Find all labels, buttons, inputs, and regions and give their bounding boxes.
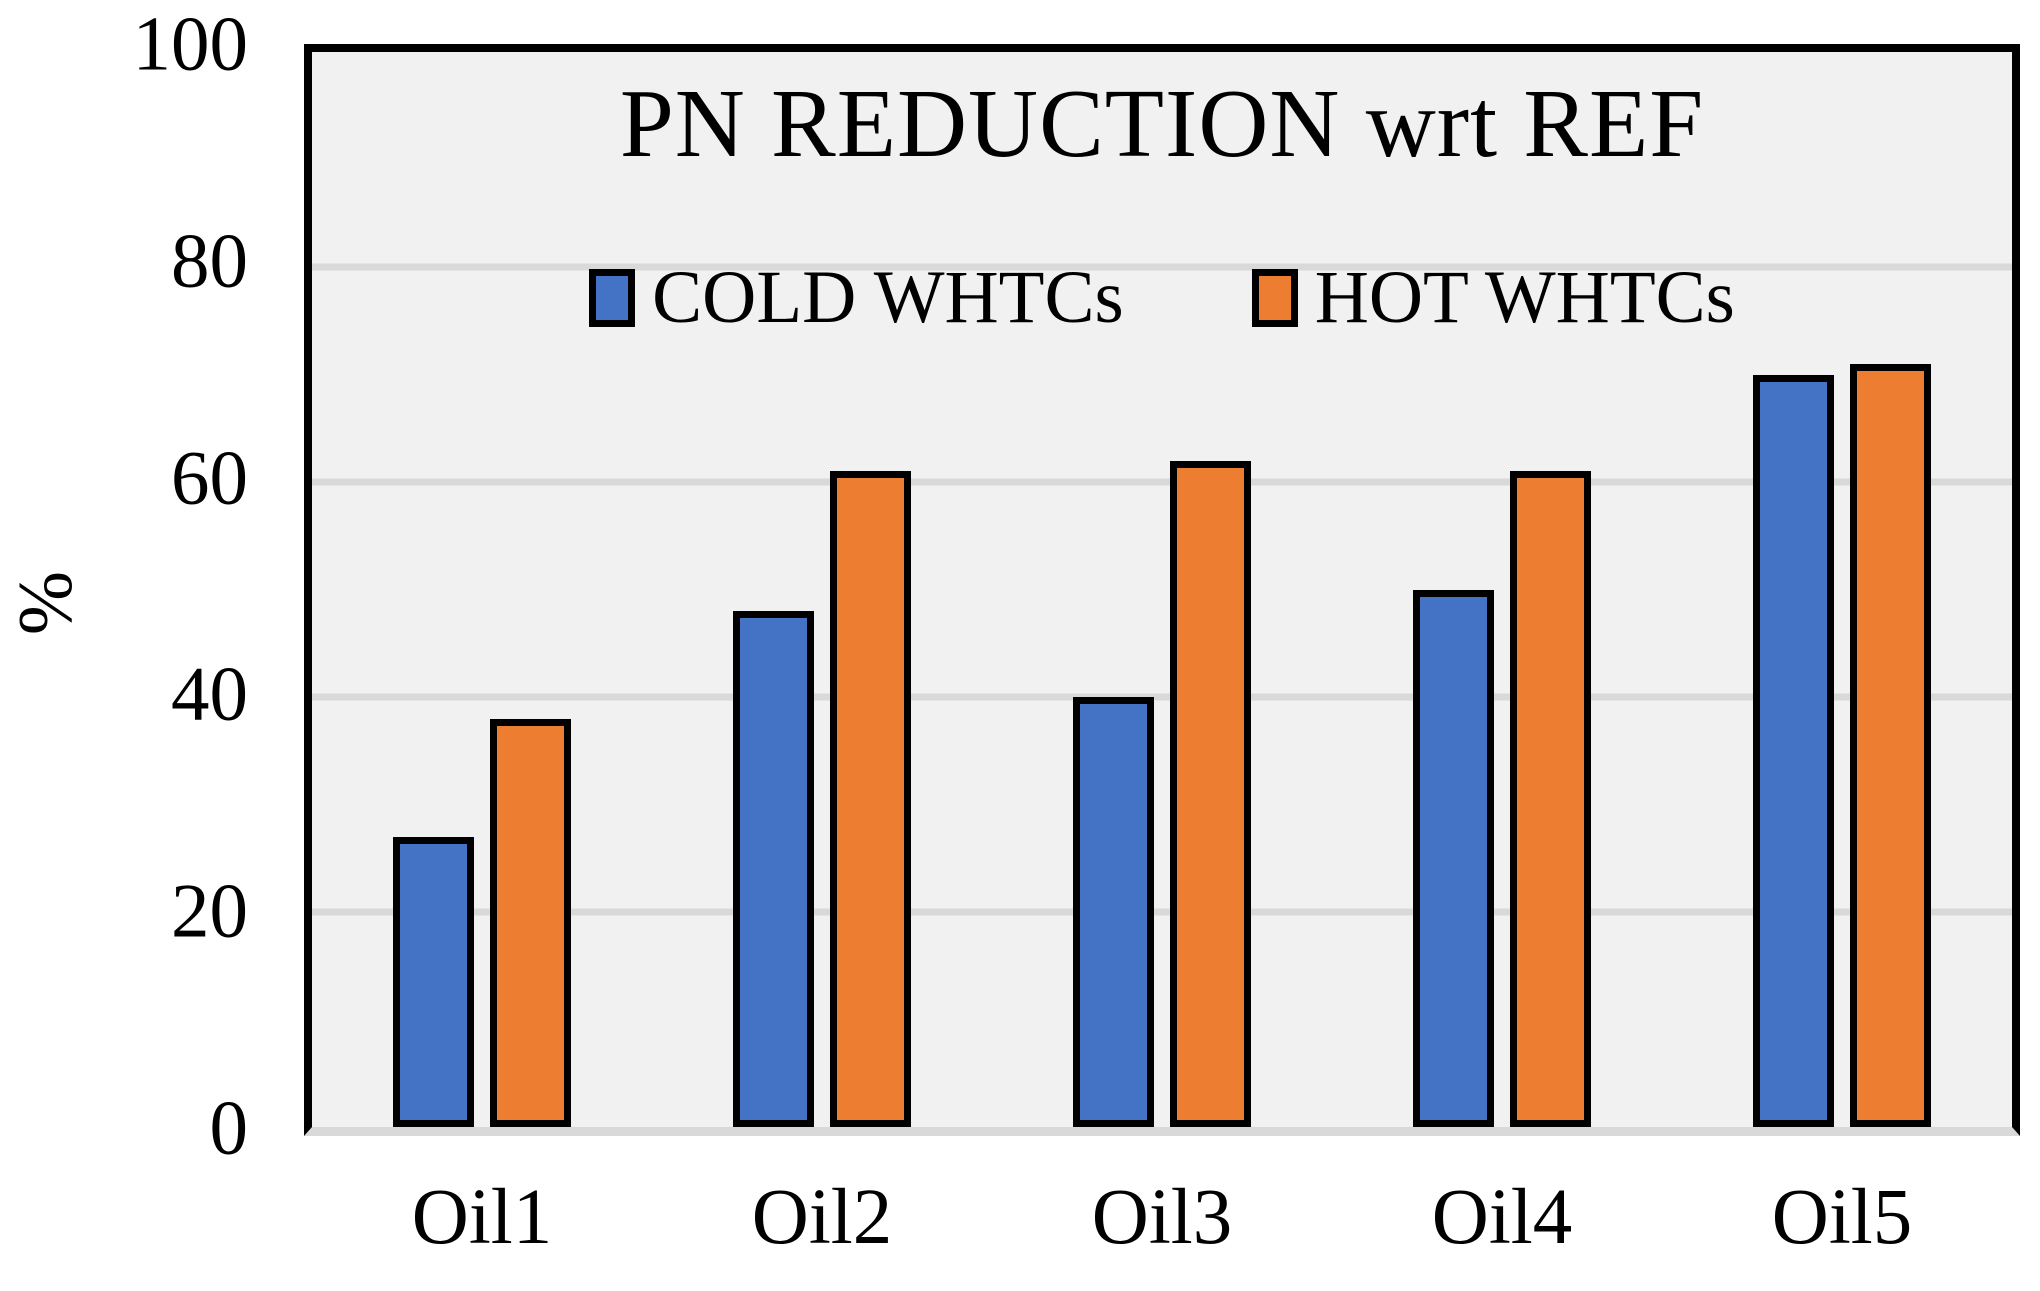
y-axis-tick-labels: 0 20 40 60 80 100: [0, 5, 249, 1166]
legend: COLD WHTCs HOT WHTCs: [312, 260, 2012, 335]
x-axis-label-oil3: Oil3: [1091, 1174, 1233, 1261]
y-tick-label-80: 80: [171, 217, 248, 304]
chart-title: PN REDUCTION wrt REF: [619, 70, 1705, 177]
gridline-40: [312, 693, 2012, 701]
x-axis-label-oil5: Oil5: [1771, 1174, 1913, 1261]
bar-hot-whtcs-oil1: [490, 718, 571, 1127]
y-tick-label-40: 40: [171, 650, 248, 737]
y-tick-label-100: 100: [132, 0, 249, 87]
y-tick-label-60: 60: [171, 434, 248, 521]
legend-label: HOT WHTCs: [1314, 256, 1735, 339]
y-tick-label-0: 0: [209, 1084, 249, 1171]
bar-cold-whtcs-oil1: [393, 836, 474, 1127]
y-tick-label-20: 20: [171, 867, 248, 954]
legend-label: COLD WHTCs: [652, 256, 1124, 339]
bar-group-oil3: [992, 52, 1332, 1127]
bar-hot-whtcs-oil3: [1170, 460, 1251, 1127]
bar-cold-whtcs-oil3: [1073, 697, 1154, 1127]
legend-marker-cold-whtcs: [589, 268, 636, 327]
legend-entry-hot-whtcs: HOT WHTCs: [1251, 256, 1735, 339]
bar-hot-whtcs-oil5: [1850, 363, 1931, 1127]
gridline-80: [312, 263, 2012, 271]
bar-group-oil2: [652, 52, 992, 1127]
x-axis-label-oil4: Oil4: [1431, 1174, 1573, 1261]
gridline-20: [312, 908, 2012, 916]
bar-group-oil5: [1672, 52, 2012, 1127]
bar-hot-whtcs-oil2: [830, 471, 911, 1127]
x-axis-label-oil2: Oil2: [751, 1174, 893, 1261]
x-axis-labels: Oil1 Oil2 Oil3 Oil4 Oil5: [312, 1178, 2012, 1257]
bar-cold-whtcs-oil2: [733, 611, 814, 1127]
bar-group-oil4: [1332, 52, 1672, 1127]
bar-hot-whtcs-oil4: [1510, 471, 1591, 1127]
plot-area: PN REDUCTION wrt REF COLD WHTCs HOT WHTCs: [304, 44, 2020, 1136]
legend-entry-cold-whtcs: COLD WHTCs: [589, 260, 1124, 335]
x-axis-label-oil1: Oil1: [411, 1174, 553, 1261]
bar-group-oil1: [312, 52, 652, 1127]
bar-cold-whtcs-oil4: [1413, 589, 1494, 1127]
bars-container: [312, 52, 2012, 1127]
gridline-60: [312, 478, 2012, 486]
legend-marker-hot-whtcs: [1251, 268, 1298, 327]
bar-cold-whtcs-oil5: [1753, 374, 1834, 1127]
